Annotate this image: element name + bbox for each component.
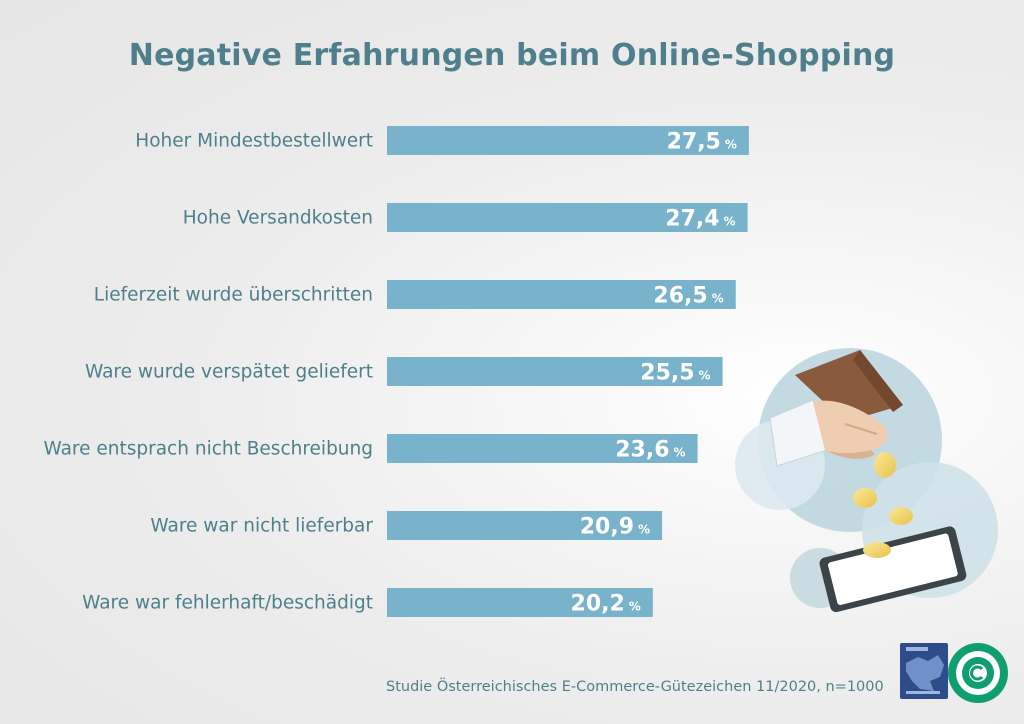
category-label: Ware war fehlerhaft/beschädigt <box>82 593 373 614</box>
bar <box>387 357 723 386</box>
data-label-value: 27,5 <box>667 130 721 155</box>
data-label-unit: % <box>638 523 650 537</box>
bar <box>387 280 736 309</box>
category-label: Lieferzeit wurde überschritten <box>94 285 373 306</box>
data-label-value: 20,9 <box>580 515 634 540</box>
bar <box>387 126 749 155</box>
data-label-unit: % <box>725 138 737 152</box>
logos <box>900 643 1008 703</box>
data-label-value: 23,6 <box>615 438 669 463</box>
data-label-unit: % <box>724 215 736 229</box>
data-label-value: 26,5 <box>653 284 707 309</box>
category-label: Ware wurde verspätet geliefert <box>85 362 373 383</box>
trustmark-europe-logo <box>900 643 948 699</box>
data-label: 23,6% <box>615 438 685 463</box>
data-label: 27,4% <box>665 207 735 232</box>
bar <box>387 511 663 540</box>
data-label-unit: % <box>629 600 641 614</box>
bar <box>387 203 748 232</box>
data-label-value: 20,2 <box>571 592 625 617</box>
data-label: 26,5% <box>653 284 723 309</box>
data-label-unit: % <box>712 292 724 306</box>
data-label: 20,9% <box>580 515 650 540</box>
data-label-unit: % <box>674 446 686 460</box>
category-label: Ware entsprach nicht Beschreibung <box>43 439 373 460</box>
hand-dropping-coins-onto-tablet-icon <box>735 348 998 613</box>
data-label: 20,2% <box>571 592 641 617</box>
data-label-value: 25,5 <box>640 361 694 386</box>
bar <box>387 434 698 463</box>
chart-title: Negative Erfahrungen beim Online-Shoppin… <box>128 38 896 73</box>
bar <box>387 588 653 617</box>
category-label: Ware war nicht lieferbar <box>150 516 373 537</box>
data-label: 25,5% <box>640 361 710 386</box>
category-label: Hohe Versandkosten <box>183 208 373 229</box>
data-label-value: 27,4 <box>665 207 719 232</box>
bar-chart: Hoher Mindestbestellwert 27,5 % Hohe Versan… <box>43 126 749 617</box>
data-label: 27,5% <box>667 130 737 155</box>
category-label: Hoher Mindestbestellwert <box>135 131 373 152</box>
source-note: Studie Österreichisches E-Commerce-Gütez… <box>386 679 884 695</box>
data-label-unit: % <box>699 369 711 383</box>
oesterreichisches-e-commerce-guetezeichen-logo <box>948 643 1008 703</box>
